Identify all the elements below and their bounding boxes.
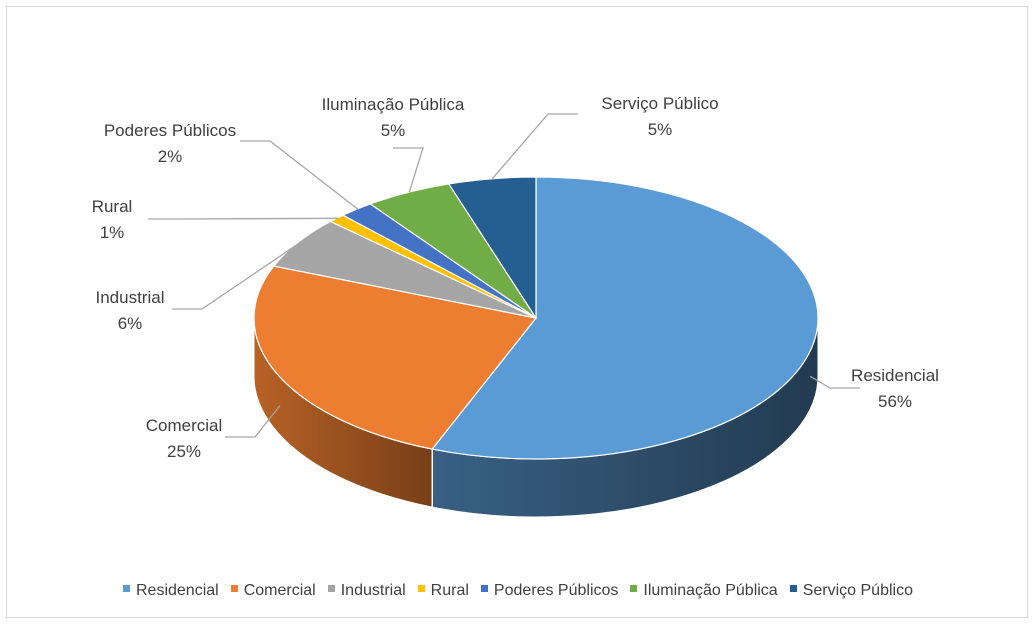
legend-swatch-servico-publico <box>789 585 797 593</box>
leader-line-servico-publico <box>491 113 578 180</box>
leader-line-industrial <box>172 241 301 310</box>
leader-line-comercial <box>225 405 281 438</box>
slice-value-rural: 1% <box>100 223 125 242</box>
leader-line-iluminacao-publica <box>393 147 424 193</box>
slice-label-residencial: Residencial <box>851 366 939 385</box>
legend-item-rural: Rural <box>417 582 469 600</box>
slice-servico-publico <box>447 176 537 321</box>
slice-value-servico-publico: 5% <box>648 120 673 139</box>
legend-label-rural: Rural <box>430 582 469 599</box>
legend-item-comercial: Comercial <box>230 582 316 600</box>
legend: Residencial Comercial Industrial Rural Poder… <box>0 582 1036 600</box>
legend-swatch-residencial <box>123 585 130 593</box>
slice-label-iluminacao-publica: Iluminação Pública <box>322 95 465 114</box>
legend-label-iluminacao-publica: Iluminação Pública <box>643 582 778 599</box>
slice-value-industrial: 6% <box>118 314 143 333</box>
legend-item-residencial: Residencial <box>123 582 219 600</box>
slice-label-rural: Rural <box>92 197 133 216</box>
legend-label-industrial: Industrial <box>340 582 406 599</box>
slice-value-comercial: 25% <box>167 442 201 461</box>
legend-label-poderes-publicos: Poderes Públicos <box>493 582 619 599</box>
slice-value-iluminacao-publica: 5% <box>381 121 406 140</box>
legend-swatch-iluminacao-publica <box>630 585 638 593</box>
slice-value-residencial: 56% <box>878 392 912 411</box>
leader-line-residencial <box>809 375 860 389</box>
slice-label-servico-publico: Serviço Público <box>601 94 718 113</box>
slice-residencial <box>431 176 819 460</box>
slice-comercial <box>253 265 538 450</box>
leader-line-poderes-publicos <box>240 140 359 210</box>
legend-item-iluminacao-publica: Iluminação Pública <box>630 582 778 600</box>
leader-line-rural <box>148 217 339 220</box>
legend-label-residencial: Residencial <box>136 582 219 599</box>
legend-swatch-industrial <box>327 585 335 593</box>
legend-item-servico-publico: Serviço Público <box>789 582 913 600</box>
slice-label-industrial: Industrial <box>96 288 165 307</box>
slice-label-comercial: Comercial <box>146 416 223 435</box>
legend-swatch-rural <box>417 585 425 593</box>
legend-swatch-poderes-publicos <box>480 585 488 593</box>
legend-label-servico-publico: Serviço Público <box>802 582 913 599</box>
legend-item-industrial: Industrial <box>327 582 406 600</box>
legend-label-comercial: Comercial <box>243 582 316 599</box>
legend-item-poderes-publicos: Poderes Públicos <box>480 582 619 600</box>
slice-value-poderes-publicos: 2% <box>158 147 183 166</box>
legend-swatch-comercial <box>230 585 238 593</box>
slice-label-poderes-publicos: Poderes Públicos <box>104 121 236 140</box>
